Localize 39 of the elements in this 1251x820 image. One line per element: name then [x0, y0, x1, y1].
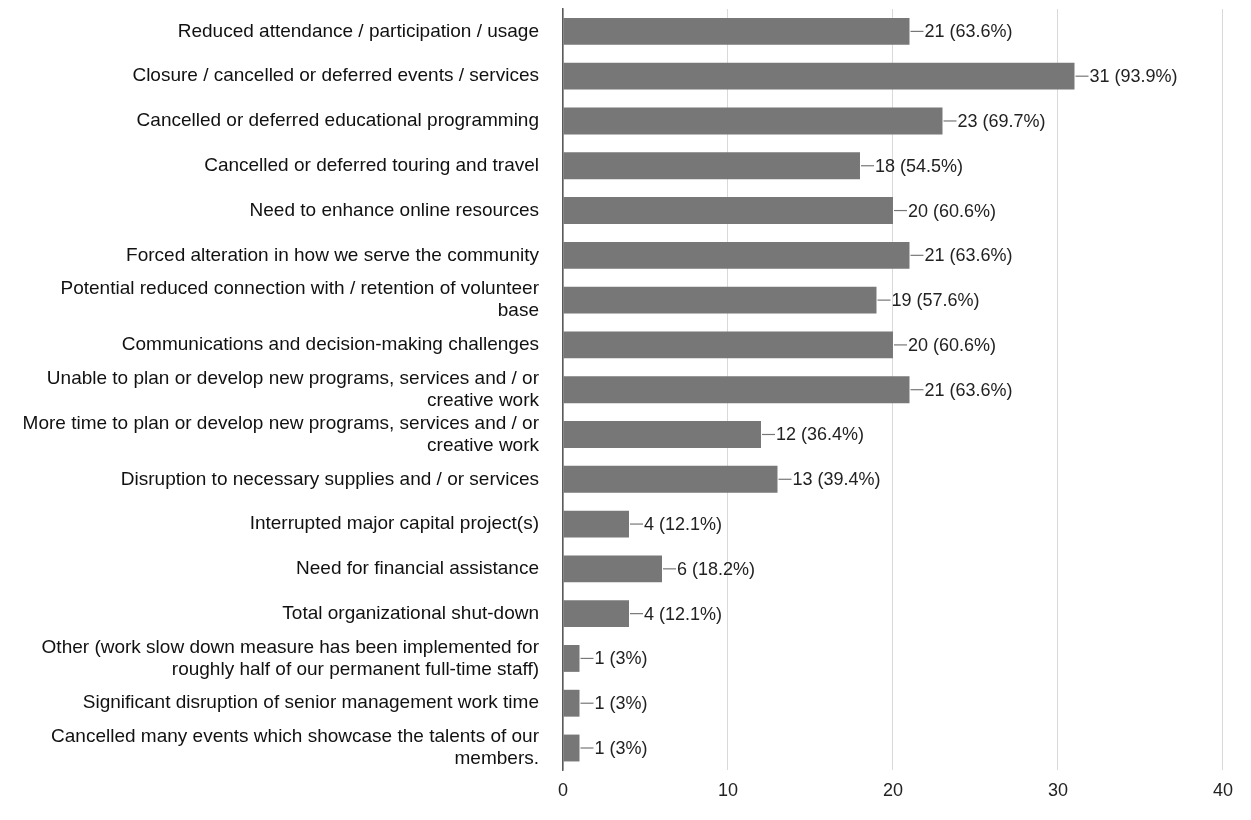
data-label: 1 (3%)	[594, 648, 648, 669]
y-tick-label: Potential reduced connection with / retention of volunteer base	[60, 277, 540, 321]
y-tick-label: Disruption to necessary supplies and / or services	[120, 467, 539, 489]
data-label: 20 (60.6%)	[907, 334, 997, 355]
y-tick-label: Total organizational shut-down	[282, 601, 539, 623]
data-label: 21 (63.6%)	[924, 379, 1013, 400]
data-label: 31 (93.9%)	[1089, 66, 1178, 87]
y-tick-label: Cancelled or deferred touring and travel	[204, 153, 539, 175]
y-tick-label: Closure / cancelled or deferred events / services	[132, 64, 539, 86]
data-label: 6 (18.2%)	[677, 558, 756, 579]
y-tick-label: Need for financial assistance	[296, 557, 539, 579]
y-tick-label: Cancelled many events which showcase the talents of our members.	[51, 725, 540, 769]
data-label: 1 (3%)	[594, 693, 648, 714]
data-label: 23 (69.7%)	[957, 110, 1046, 131]
x-tick-label: 0	[557, 780, 569, 801]
data-label: 19 (57.6%)	[891, 290, 980, 311]
data-label: 1 (3%)	[594, 737, 648, 758]
x-tick-label: 20	[882, 780, 904, 801]
y-tick-label: Significant disruption of senior management work time	[82, 691, 539, 713]
y-tick-label: Cancelled or deferred educational programming	[136, 109, 539, 131]
data-label: 20 (60.6%)	[907, 200, 997, 221]
y-tick-label: Other (work slow down measure has been implemented for roughly half of our permanent full-time staff)	[41, 635, 540, 679]
data-label: 13 (39.4%)	[792, 469, 881, 490]
data-label: 21 (63.6%)	[924, 21, 1013, 42]
x-tick-label: 10	[717, 780, 739, 801]
y-tick-label: Interrupted major capital project(s)	[249, 512, 539, 534]
x-tick-label: 40	[1212, 780, 1233, 801]
data-label: 4 (12.1%)	[644, 603, 723, 624]
y-tick-label: Communications and decision-making challenges	[121, 333, 539, 355]
y-tick-label: Unable to plan or develop new programs, services and / or creative work	[46, 367, 540, 410]
y-tick-label: More time to plan or develop new programs, services and / or creative work	[22, 411, 540, 455]
data-label: 21 (63.6%)	[924, 245, 1013, 266]
data-label: 4 (12.1%)	[644, 514, 723, 535]
y-tick-label: Forced alteration in how we serve the community	[126, 243, 540, 265]
x-tick-label: 30	[1047, 780, 1069, 801]
data-label: 18 (54.5%)	[875, 155, 964, 176]
data-label: 12 (36.4%)	[776, 424, 865, 445]
y-tick-label: Need to enhance online resources	[249, 198, 539, 220]
y-tick-label: Reduced attendance / participation / usage	[177, 19, 539, 41]
